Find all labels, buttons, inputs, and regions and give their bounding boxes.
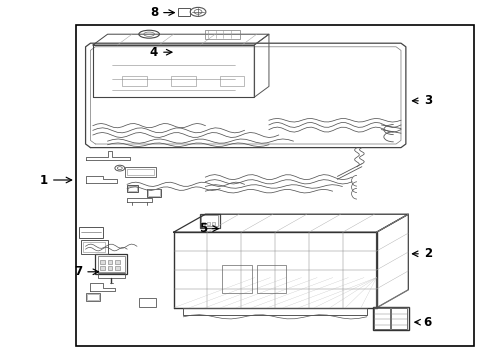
Bar [256,265,285,293]
Bar [76,25,473,346]
Text: 4: 4 [150,46,172,59]
Bar [79,227,102,238]
Bar [146,189,161,197]
Bar [390,308,406,329]
Bar [202,222,205,225]
Bar [372,307,408,330]
Bar [205,30,239,39]
Text: 3: 3 [411,94,431,107]
Bar [222,265,251,293]
Text: 2: 2 [411,247,431,260]
Bar [147,189,160,196]
Bar [199,214,220,228]
Bar [98,273,124,278]
Text: 8: 8 [150,6,174,19]
Bar [100,260,104,264]
Bar [95,254,127,274]
Bar [85,293,100,301]
Bar [100,266,104,270]
Bar [107,266,112,270]
Bar [177,8,189,16]
Bar [115,266,120,270]
Bar [107,260,112,264]
Text: 5: 5 [199,222,218,235]
Bar [211,222,215,225]
Bar [127,185,138,192]
Bar [87,294,99,300]
Text: 7: 7 [74,265,99,278]
Bar [373,308,389,329]
Bar [124,167,156,177]
Bar [139,298,156,307]
Bar [98,256,124,272]
Bar [220,76,244,86]
Bar [115,260,120,264]
Bar [127,169,154,175]
Bar [206,222,210,225]
Text: 1: 1 [40,174,72,186]
Bar [81,240,107,254]
Text: 6: 6 [414,316,431,329]
Bar [171,76,195,86]
Bar [122,76,146,86]
Bar [128,186,137,191]
Bar [201,215,218,226]
Bar [83,242,105,252]
